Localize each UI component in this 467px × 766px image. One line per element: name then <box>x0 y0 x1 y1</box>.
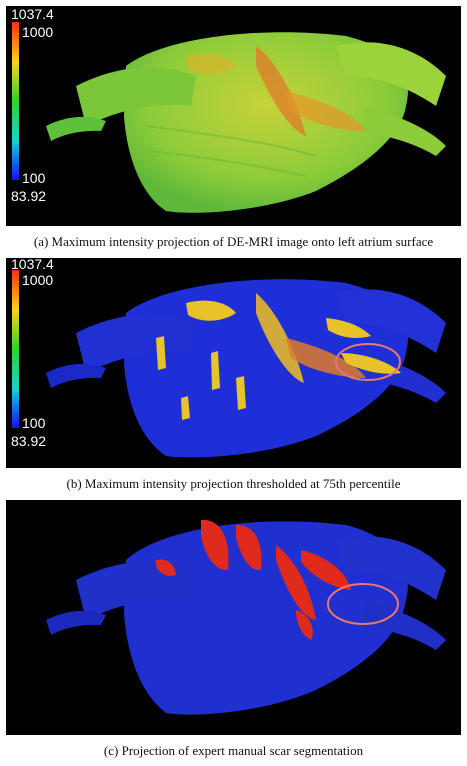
panel-c-image <box>6 500 461 735</box>
colorbar-b-min: 83.92 <box>11 433 46 449</box>
colorbar-b <box>12 270 19 428</box>
colorbar-b-upper: 1000 <box>22 272 53 288</box>
atrium-surface-c <box>46 519 446 715</box>
caption-b: (b) Maximum intensity projection thresho… <box>66 476 401 491</box>
atrium-surface-b <box>46 279 446 458</box>
panel-b-image: 1037.4 1000 100 83.92 <box>6 258 461 468</box>
colorbar-a-upper: 1000 <box>22 24 53 40</box>
caption-a: (a) Maximum intensity projection of DE-M… <box>33 234 434 249</box>
colorbar-a-max: 1037.4 <box>11 6 54 22</box>
panel-a-image: 1037.4 1000 100 83.92 <box>6 6 461 226</box>
annotation-ellipse-c <box>327 583 399 625</box>
colorbar-a-lower: 100 <box>22 170 46 186</box>
colorbar-b-max: 1037.4 <box>11 258 54 272</box>
caption-c: (c) Projection of expert manual scar seg… <box>103 743 364 758</box>
annotation-ellipse-b <box>335 343 401 381</box>
colorbar-b-lower: 100 <box>22 415 46 431</box>
colorbar-a <box>12 22 19 180</box>
colorbar-a-min: 83.92 <box>11 188 46 204</box>
atrium-surface-a <box>46 32 446 213</box>
